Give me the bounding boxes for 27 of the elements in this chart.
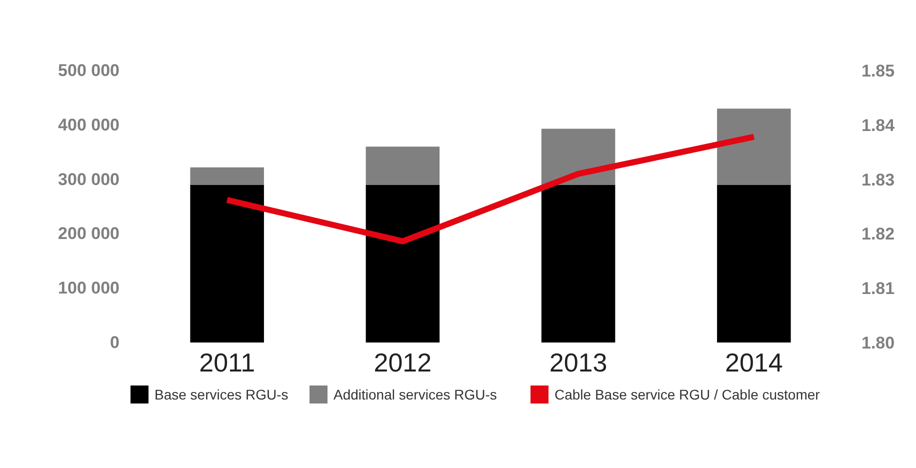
bar [717, 108, 791, 185]
y2-tick-label: 1.83 [862, 170, 895, 190]
y2-tick-label: 1.81 [862, 279, 895, 298]
y-tick-label: 500 000 [58, 61, 120, 80]
legend-label: Cable Base service RGU / Cable customer [554, 386, 820, 402]
x-tick-label: 2011 [199, 348, 256, 378]
bar [541, 184, 616, 342]
x-tick-label: 2014 [724, 348, 783, 378]
y2-tick-label: 1.82 [862, 224, 895, 244]
y2-tick-label: 1.84 [862, 116, 896, 135]
y2-tick-label: 1.80 [862, 334, 895, 352]
x-tick-label: 2013 [549, 348, 608, 378]
legend-label: Base services RGU-s [154, 386, 288, 402]
y-tick-label: 400 000 [58, 115, 120, 134]
y-tick-label: 200 000 [58, 224, 120, 244]
bar [190, 167, 264, 185]
bar [366, 146, 440, 185]
legend-label: Additional services RGU-s [334, 386, 497, 402]
x-tick-label: 2012 [374, 348, 432, 378]
y-tick-label: 100 000 [58, 278, 120, 298]
y-tick-label: 0 [110, 333, 120, 352]
bar [541, 128, 616, 185]
bar [717, 184, 791, 342]
y-tick-label: 300 000 [58, 170, 120, 189]
bar [366, 184, 440, 342]
y2-tick-label: 1.85 [862, 62, 895, 80]
bar [190, 184, 264, 342]
